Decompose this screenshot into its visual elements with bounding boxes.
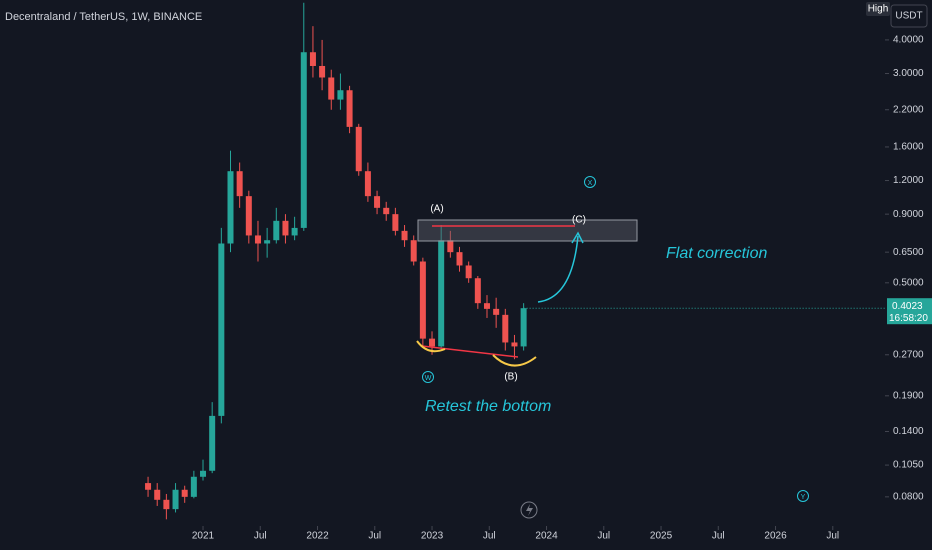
x-tick-label: 2023	[421, 531, 444, 542]
x-tick-label: Jul	[483, 531, 496, 542]
wave-label: (A)	[430, 204, 443, 215]
candle-body	[282, 220, 289, 236]
y-tick-label: 0.0800	[893, 491, 924, 502]
y-tick-label: 0.2700	[893, 349, 924, 360]
candle-body	[483, 303, 490, 309]
candle-body	[419, 261, 426, 339]
wave-label: W	[425, 375, 432, 382]
candle-body	[438, 240, 445, 347]
x-tick-label: 2021	[192, 531, 215, 542]
candle-body	[236, 171, 243, 197]
candle-body	[456, 252, 463, 266]
candle-body	[511, 342, 518, 347]
chart-title: Decentraland / TetherUS, 1W, BINANCE	[5, 11, 202, 23]
y-tick-label: 0.1400	[893, 426, 924, 437]
candle-body	[172, 489, 179, 510]
candle-body	[309, 52, 316, 66]
wave-label: (C)	[572, 215, 586, 226]
x-tick-label: Jul	[712, 531, 725, 542]
candle-body	[337, 90, 344, 100]
wave-circle	[797, 490, 809, 502]
annotation-text: Flat correction	[666, 245, 767, 262]
y-tick-label: 2.2000	[893, 104, 924, 115]
candle-body	[355, 126, 362, 172]
candle-body	[291, 227, 298, 236]
candle-body	[145, 483, 152, 490]
last-price-box	[887, 298, 932, 325]
zone-box	[417, 219, 638, 242]
bottom-arc	[416, 340, 446, 353]
candle-body	[163, 499, 170, 510]
candle-body	[200, 470, 207, 477]
candle-body	[410, 240, 417, 262]
candle-body	[429, 338, 436, 347]
currency-text[interactable]: USDT	[895, 11, 922, 22]
x-tick-label: 2025	[650, 531, 673, 542]
event-icon-bolt[interactable]	[526, 504, 533, 516]
high-badge-text[interactable]: High	[868, 4, 889, 15]
candle-body	[392, 214, 399, 231]
candle-body	[374, 196, 381, 208]
wave-label: (B)	[504, 372, 517, 383]
y-tick-label: 4.0000	[893, 35, 924, 46]
candle-body	[401, 230, 408, 241]
candle-body	[300, 52, 307, 228]
high-badge[interactable]	[866, 2, 890, 16]
candle-body	[520, 308, 527, 347]
candle-body	[190, 476, 197, 497]
last-price-label: 0.4023	[892, 301, 923, 312]
arrow-head	[571, 231, 584, 244]
candle-body	[493, 308, 500, 315]
y-tick-label: 0.1050	[893, 460, 924, 471]
candle-body	[273, 220, 280, 241]
x-tick-label: Jul	[254, 531, 267, 542]
candle-body	[245, 196, 252, 236]
candle-body	[447, 240, 454, 253]
wave-circle	[584, 176, 596, 188]
candle-body	[254, 235, 261, 244]
x-tick-label: 2022	[306, 531, 329, 542]
bottom-arc	[492, 354, 537, 367]
y-tick-label: 1.2000	[893, 175, 924, 186]
wave-label: X	[588, 180, 593, 187]
x-tick-label: Jul	[826, 531, 839, 542]
candle-body	[465, 265, 472, 279]
countdown-label: 16:58:20	[889, 313, 928, 324]
candle-body	[319, 65, 326, 78]
candle-body	[474, 278, 481, 304]
candle-body	[154, 489, 161, 500]
y-tick-label: 0.9000	[893, 209, 924, 220]
trend-line	[421, 345, 519, 358]
candle-body	[264, 240, 271, 244]
price-axis	[885, 0, 932, 550]
candle-body	[346, 90, 353, 127]
x-tick-label: 2024	[535, 531, 558, 542]
arrow-curve	[537, 235, 579, 303]
candle-body	[227, 171, 234, 244]
candle-body	[328, 77, 335, 100]
x-tick-label: 2026	[764, 531, 787, 542]
y-tick-label: 3.0000	[893, 68, 924, 79]
y-tick-label: 1.6000	[893, 142, 924, 153]
candle-body	[209, 415, 216, 471]
y-tick-label: 0.5000	[893, 277, 924, 288]
wave-label: Y	[801, 494, 806, 501]
candle-body	[181, 489, 188, 497]
x-tick-label: Jul	[597, 531, 610, 542]
candle-body	[502, 314, 509, 343]
candle-body	[364, 171, 371, 197]
wave-circle	[422, 371, 434, 383]
currency-button[interactable]	[890, 4, 928, 28]
candle-body	[218, 243, 225, 416]
x-tick-label: Jul	[368, 531, 381, 542]
candle-body	[383, 207, 390, 215]
y-tick-label: 0.6500	[893, 247, 924, 258]
y-tick-label: 0.1900	[893, 390, 924, 401]
annotation-text: Retest the bottom	[425, 398, 551, 415]
